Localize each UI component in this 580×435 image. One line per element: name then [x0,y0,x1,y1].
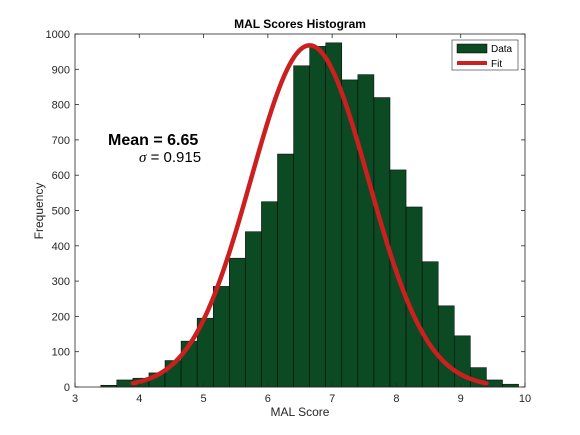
x-tick-label: 5 [201,393,207,405]
x-tick-label: 4 [136,393,142,405]
y-axis-label: Frequency [32,183,46,240]
histogram-bar [245,231,262,388]
histogram-bar [405,206,423,388]
y-tick-label: 700 [52,135,70,147]
y-tick-label: 300 [52,276,70,288]
mean-annotation: Mean = 6.65 [108,132,198,149]
legend-label-data: Data [491,44,513,55]
sigma-annotation: σ = 0.915 [139,149,201,166]
x-tick-label: 7 [329,393,335,405]
sigma-value: = 0.915 [146,149,201,166]
legend-swatch-data [456,43,488,54]
histogram-bar [486,379,503,388]
histogram-bar [325,42,343,388]
histogram-bar [261,201,278,388]
y-tick-label: 500 [52,206,70,218]
y-tick-label: 900 [52,64,70,76]
x-tick-label: 8 [393,393,399,405]
y-tick-label: 200 [52,311,70,323]
histogram-bar [421,261,439,388]
histogram-bar [341,79,359,388]
histogram-bar [437,305,455,388]
fit-curve [130,43,489,386]
y-tick-label: 1000 [46,29,70,41]
y-tick-label: 100 [52,347,70,359]
histogram-bar [229,257,246,388]
histogram-bar [502,383,519,388]
chart-title: MAL Scores Histogram [234,17,366,31]
y-tick-label: 800 [52,100,70,112]
histogram-bar [309,46,326,388]
histogram-bar [357,74,375,388]
y-axis-ticks: 0 100 200 300 400 500 600 700 800 900 1000 [46,29,525,394]
x-tick-label: 10 [519,393,531,405]
x-axis-label: MAL Score [271,405,330,419]
x-tick-label: 3 [72,393,78,405]
x-tick-label: 9 [458,393,464,405]
histogram-bar [212,286,230,388]
legend-label-fit: Fit [491,59,502,70]
y-tick-label: 600 [52,170,70,182]
x-tick-label: 6 [265,393,271,405]
legend: Data Fit [451,39,519,71]
histogram-bar [277,153,294,388]
histogram-bar [293,65,310,388]
y-tick-label: 0 [64,382,70,394]
x-axis-ticks: 3 4 5 6 7 8 9 10 [72,34,531,405]
sigma-symbol: σ [139,150,147,166]
y-tick-label: 400 [52,241,70,253]
histogram-bar [116,379,134,388]
